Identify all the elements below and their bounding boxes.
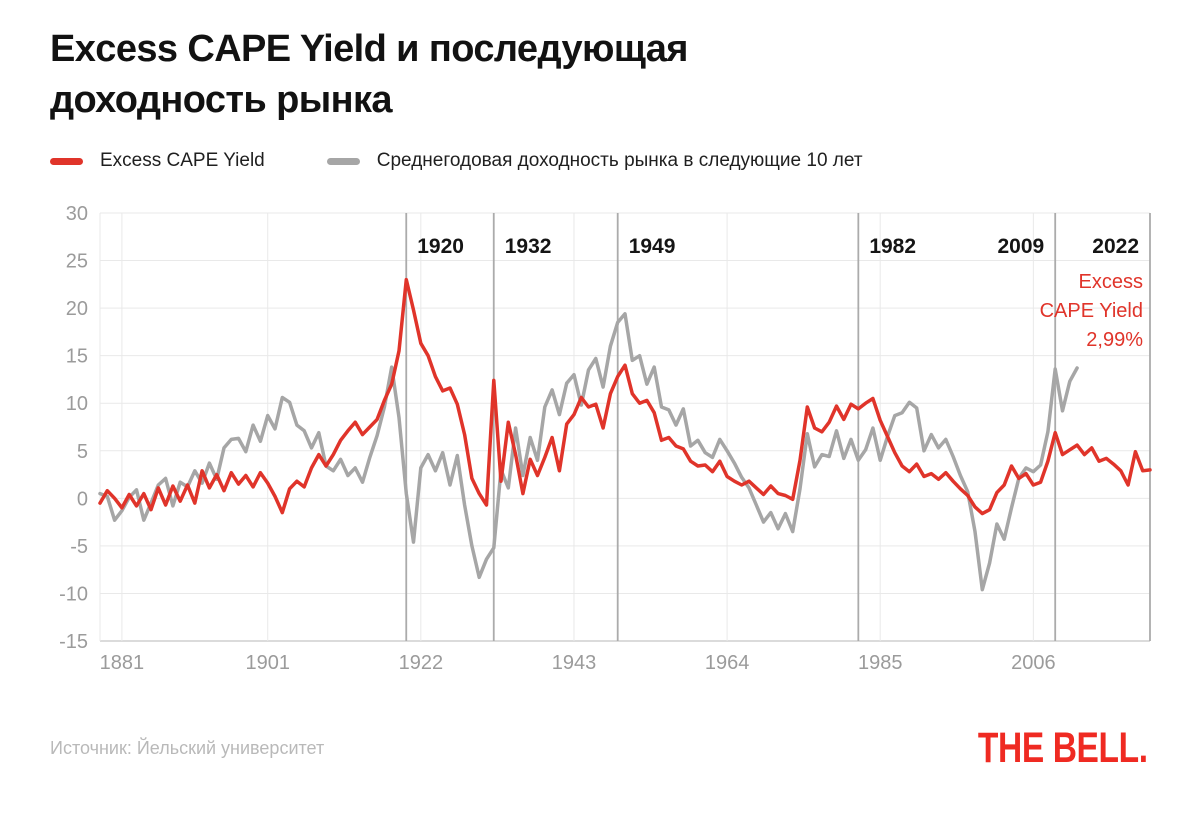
x-tick-label-1881: 1881 xyxy=(100,652,145,674)
legend-swatch-gray xyxy=(326,157,360,165)
event-label-1932: 1932 xyxy=(505,235,552,258)
y-tick-label-0: 0 xyxy=(77,488,88,510)
y-tick-label-20: 20 xyxy=(66,298,88,320)
event-label-1982: 1982 xyxy=(869,235,916,258)
y-tick-label--5: -5 xyxy=(70,536,88,558)
x-tick-label-1922: 1922 xyxy=(399,652,444,674)
event-label-1949: 1949 xyxy=(629,235,676,258)
footer: Источник: Йельский университет THE BELL. xyxy=(50,722,1148,774)
y-tick-label-10: 10 xyxy=(66,393,88,415)
y-tick-label-30: 30 xyxy=(66,203,88,225)
event-labels: 1920 1932 1949 1982 2009 2022 xyxy=(417,235,1139,258)
y-tick-label-25: 25 xyxy=(66,251,88,273)
event-label-1920: 1920 xyxy=(417,235,464,258)
legend-label-market-return: Среднегодовая доходность рынка в следующ… xyxy=(376,150,863,171)
x-tick-label-1943: 1943 xyxy=(552,652,597,674)
last-value-annotation: Excess CAPE Yield 2,99% xyxy=(1039,271,1143,351)
series-lines xyxy=(98,277,1152,592)
series-line-excess-cape-yield xyxy=(98,277,1152,516)
legend-swatch-red xyxy=(50,157,83,165)
x-tick-label-1964: 1964 xyxy=(705,652,750,674)
gridlines xyxy=(99,212,1150,642)
event-label-2009: 2009 xyxy=(997,235,1044,258)
legend-item-market-return: Среднегодовая доходность рынка в следующ… xyxy=(326,150,863,172)
source-note: Источник: Йельский университет xyxy=(50,737,325,758)
series-line-market-return xyxy=(98,312,1079,592)
x-tick-label-1985: 1985 xyxy=(858,652,903,674)
x-tick-label-1901: 1901 xyxy=(245,652,290,674)
y-tick-label--10: -10 xyxy=(59,583,88,605)
legend-label-excess-cape-yield: Excess CAPE Yield xyxy=(100,150,265,171)
event-label-2022: 2022 xyxy=(1092,235,1139,258)
y-tick-label-5: 5 xyxy=(77,441,88,463)
legend-item-excess-cape-yield: Excess CAPE Yield xyxy=(50,150,265,172)
y-tick-label--15: -15 xyxy=(59,631,88,653)
legend: Excess CAPE Yield Среднегодовая доходнос… xyxy=(50,150,863,172)
the-bell-logo: THE BELL. xyxy=(978,723,1148,772)
event-lines xyxy=(405,213,1151,641)
page-title: Excess CAPE Yield и последующая доходнос… xyxy=(50,28,688,121)
x-tick-label-2006: 2006 xyxy=(1011,652,1056,674)
y-tick-label-15: 15 xyxy=(66,346,88,368)
axis-tick-labels: 30 25 20 15 10 5 0 -5 -10 -15 1881 1901 1922 1943 1964… xyxy=(59,203,1055,674)
